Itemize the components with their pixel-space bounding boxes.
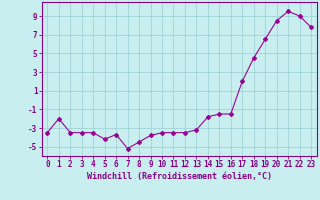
X-axis label: Windchill (Refroidissement éolien,°C): Windchill (Refroidissement éolien,°C)	[87, 172, 272, 181]
